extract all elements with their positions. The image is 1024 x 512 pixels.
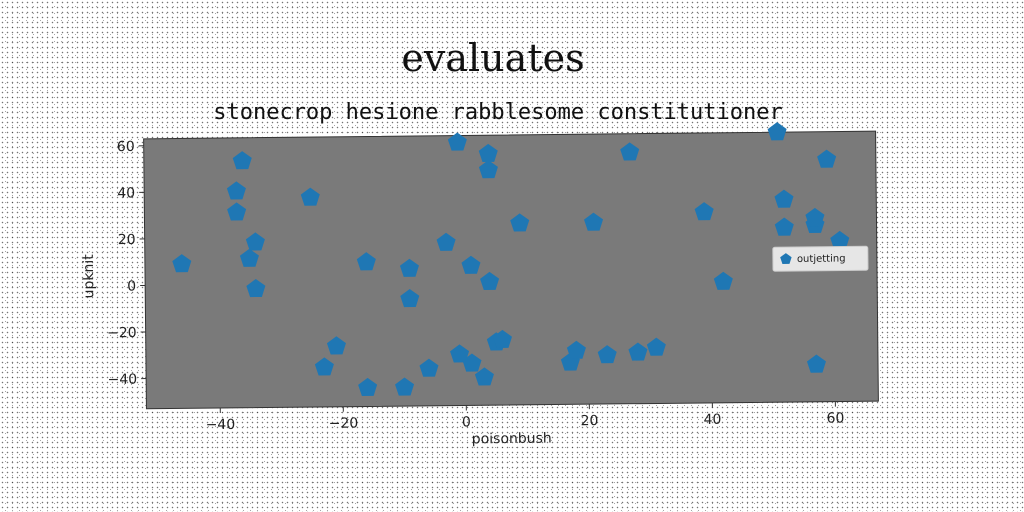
data-point	[450, 344, 470, 363]
data-point	[628, 342, 648, 361]
data-point	[395, 377, 415, 396]
data-point	[326, 336, 346, 355]
data-point	[462, 353, 482, 372]
legend-box	[772, 245, 869, 272]
data-point	[620, 142, 640, 161]
data-point	[474, 367, 494, 386]
x-tick-label: −20	[329, 416, 359, 432]
data-point	[492, 329, 512, 349]
data-point	[399, 258, 419, 277]
data-point	[226, 181, 246, 200]
data-point	[356, 252, 376, 271]
data-point	[806, 354, 826, 373]
data-point	[172, 254, 192, 273]
data-points	[172, 122, 850, 397]
data-point	[584, 212, 604, 231]
legend: outjetting	[772, 245, 869, 272]
data-point	[646, 337, 666, 356]
data-point	[227, 202, 247, 221]
data-point	[419, 358, 439, 377]
data-point	[817, 149, 837, 168]
data-point	[805, 207, 825, 227]
data-point	[694, 202, 714, 221]
data-point	[774, 189, 794, 208]
data-point	[436, 232, 456, 251]
data-point	[767, 122, 787, 141]
x-tick-label: 40	[704, 412, 722, 428]
data-point	[478, 160, 498, 179]
x-axis-label: poisonbush	[472, 431, 552, 448]
chart-subtitle: stonecrop hesione rabblesome constitutio…	[213, 100, 783, 125]
legend-marker-outjetting	[780, 253, 792, 264]
data-point	[461, 255, 481, 274]
axis-ticks: −40 −20 0 20 40 60 −40 −20 0 20 40 60	[107, 139, 845, 433]
chart-title: evaluates	[401, 36, 584, 80]
y-tick-label: 20	[118, 232, 136, 248]
data-point	[478, 143, 498, 162]
data-point	[400, 288, 420, 308]
data-point	[232, 151, 252, 170]
y-tick-label: 0	[127, 279, 136, 295]
data-point	[300, 187, 320, 206]
data-point	[239, 248, 259, 267]
x-tick-label: −40	[206, 417, 236, 433]
y-tick-label: 40	[117, 185, 135, 201]
x-tick-label: 60	[827, 410, 845, 426]
data-point	[480, 271, 500, 290]
y-axis-label: upknit	[81, 254, 97, 299]
data-point	[245, 232, 265, 251]
data-point	[358, 377, 378, 397]
data-point	[713, 271, 733, 290]
data-point	[246, 278, 266, 298]
data-point	[830, 230, 850, 250]
legend-label-outjetting: outjetting	[797, 253, 846, 265]
y-tick-label: 60	[117, 139, 135, 155]
data-point	[314, 357, 334, 376]
data-point	[510, 213, 530, 232]
x-tick-label: 20	[580, 413, 598, 429]
data-point	[774, 217, 794, 236]
data-point	[597, 345, 617, 364]
y-tick-label: −20	[107, 325, 137, 341]
x-tick-label: 0	[462, 414, 471, 430]
data-point	[566, 340, 586, 359]
plot-area	[143, 130, 879, 410]
data-point	[447, 132, 467, 151]
y-tick-label: −40	[108, 372, 138, 388]
